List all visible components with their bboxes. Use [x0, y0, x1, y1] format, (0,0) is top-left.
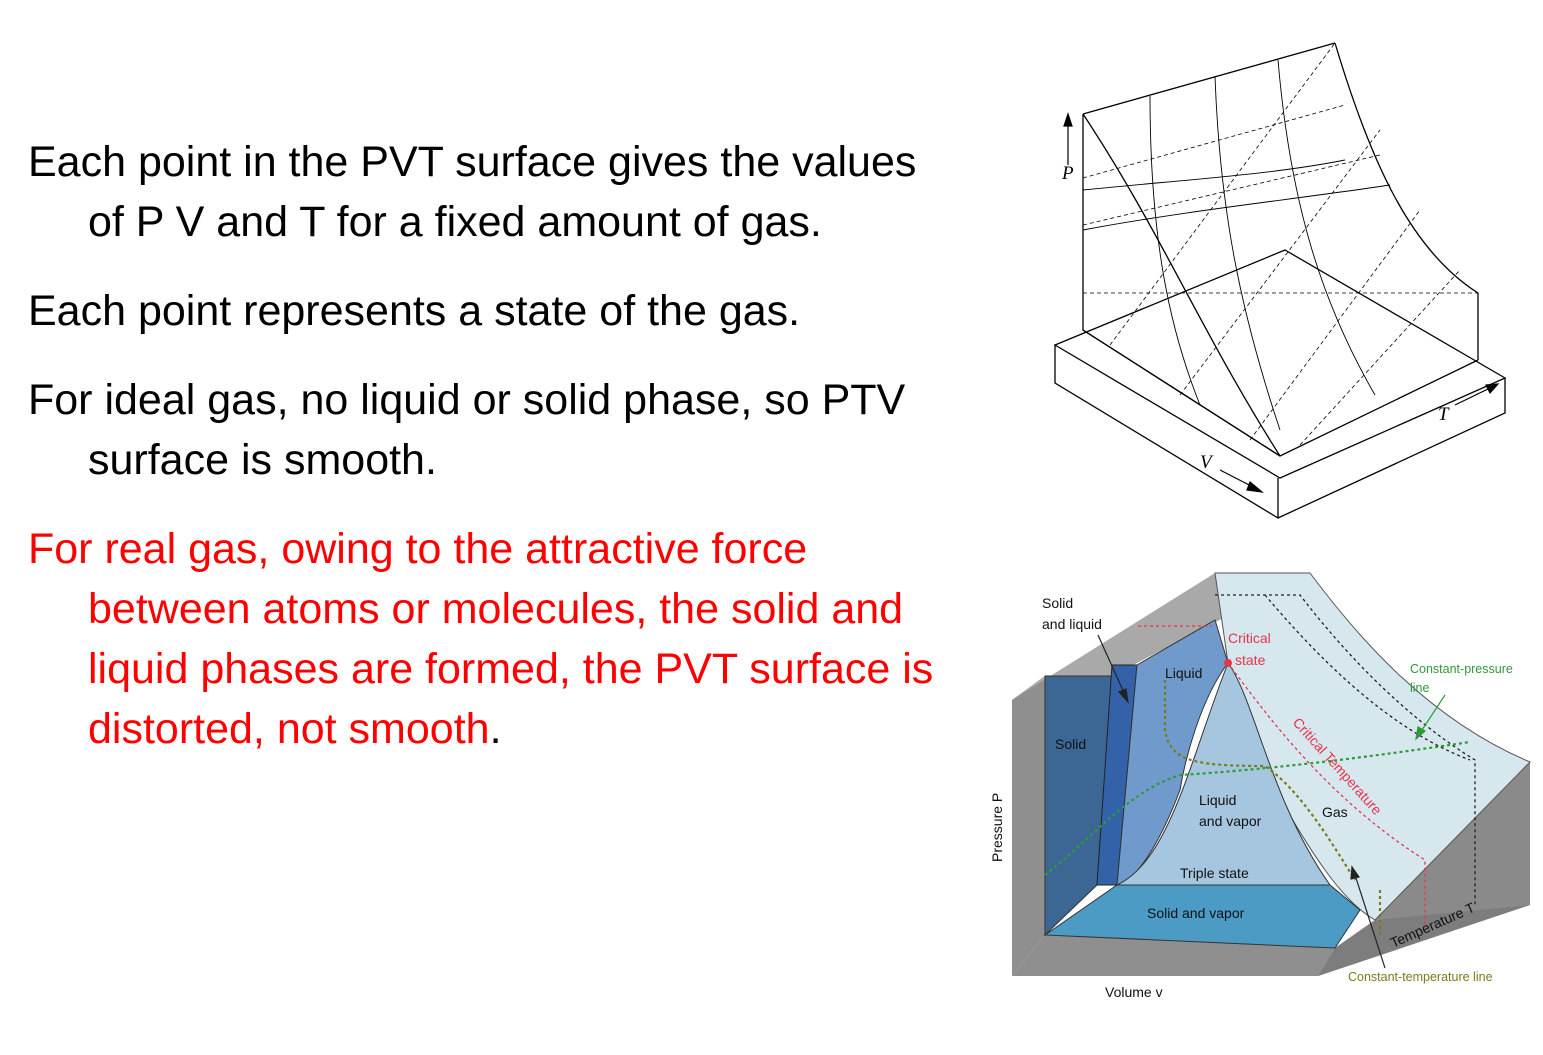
isotherm-dark-1: [1215, 594, 1476, 905]
critical-temperature-line: [1227, 662, 1426, 925]
real-gas-pvt-surface: Solid and liquid Liquid Solid Liquid and…: [989, 572, 1531, 1000]
label-solid-and-liquid-1: Solid: [1042, 595, 1073, 611]
critical-point: [1224, 659, 1232, 667]
label-critical-state-1: Critical: [1228, 630, 1271, 646]
bullet-list: Each point in the PVT surface gives the …: [28, 132, 958, 788]
label-constant-pressure-1: Constant-pressure: [1410, 662, 1513, 676]
label-pressure-axis: Pressure P: [989, 793, 1005, 862]
axis-v-label: V: [1200, 452, 1214, 473]
label-liquid: Liquid: [1165, 665, 1202, 681]
solid-vapor-region: [1043, 884, 1361, 949]
constant-pressure-line: [1044, 740, 1471, 876]
label-volume-axis: Volume v: [1105, 984, 1163, 1000]
ideal-gas-pvt-surface: P V T: [1053, 42, 1507, 519]
frame-bottom-face: [1012, 935, 1335, 976]
axis-p-label: P: [1061, 163, 1074, 184]
isotherm-dark-2: [1264, 594, 1471, 761]
axis-t-label: T: [1438, 404, 1450, 425]
bullet-state: Each point represents a state of the gas…: [28, 287, 801, 335]
label-liquid-and-vapor-2: and vapor: [1199, 813, 1262, 829]
label-critical-state-2: state: [1235, 652, 1266, 668]
label-solid: Solid: [1055, 736, 1086, 752]
label-gas: Gas: [1322, 804, 1348, 820]
label-constant-temperature: Constant-temperature line: [1348, 970, 1493, 984]
bullet-real-gas: For real gas, owing to the attractive fo…: [28, 525, 934, 753]
label-solid-and-liquid-2: and liquid: [1042, 616, 1102, 632]
bullet-ideal-gas: For ideal gas, no liquid or solid phase,…: [28, 376, 906, 484]
label-constant-pressure-2: line: [1410, 681, 1430, 695]
frame-left-face: [1012, 676, 1045, 976]
label-triple-state: Triple state: [1180, 865, 1249, 881]
bullet-pvt-surface: Each point in the PVT surface gives the …: [28, 138, 917, 246]
label-solid-and-vapor: Solid and vapor: [1147, 905, 1245, 921]
frame-floor-right: [1318, 905, 1530, 976]
label-liquid-and-vapor-1: Liquid: [1199, 792, 1236, 808]
